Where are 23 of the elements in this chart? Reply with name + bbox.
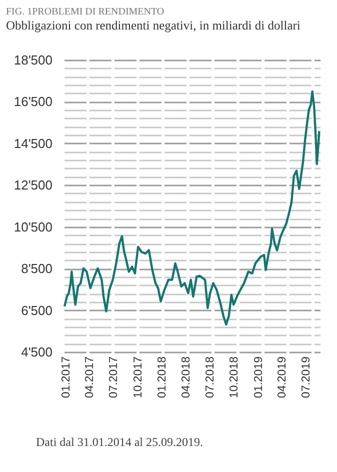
x-tick-label: 04.2017: [84, 356, 96, 398]
x-tick-label: 07.2017: [108, 356, 120, 398]
x-tick-label: 04.2019: [276, 356, 289, 398]
chart-subtitle: Obbligazioni con rendimenti negativi, in miliardi di dollari: [6, 18, 301, 32]
x-tick-label: 07.2018: [204, 356, 216, 398]
y-tick-label: 8'500: [21, 261, 52, 276]
x-tick-label: 01.2018: [156, 356, 169, 398]
y-tick-label: 12'500: [14, 178, 52, 193]
x-tick-label: 10.2018: [228, 356, 241, 398]
x-tick-label: 01.2017: [60, 356, 72, 398]
chart-title: FIG. 1PROBLEMI DI RENDIMENTO: [6, 6, 164, 18]
y-tick-label: 6'500: [21, 302, 52, 318]
y-tick-label: 10'500: [14, 219, 52, 234]
x-tick-label: 04.2018: [180, 356, 192, 398]
x-tick-label: 01.2019: [252, 356, 265, 398]
y-tick-label: 16'500: [14, 94, 52, 110]
x-tick-label: 07.2019: [300, 356, 313, 398]
y-tick-label: 18'500: [14, 52, 52, 68]
y-tick-label: 4'500: [21, 344, 52, 360]
line-series: [63, 90, 320, 326]
y-tick-label: 14'500: [14, 136, 52, 151]
x-tick-label: 10.2017: [132, 356, 144, 398]
text: Dati dal 31.01.2014 al 25.09.2019.: [36, 435, 203, 449]
